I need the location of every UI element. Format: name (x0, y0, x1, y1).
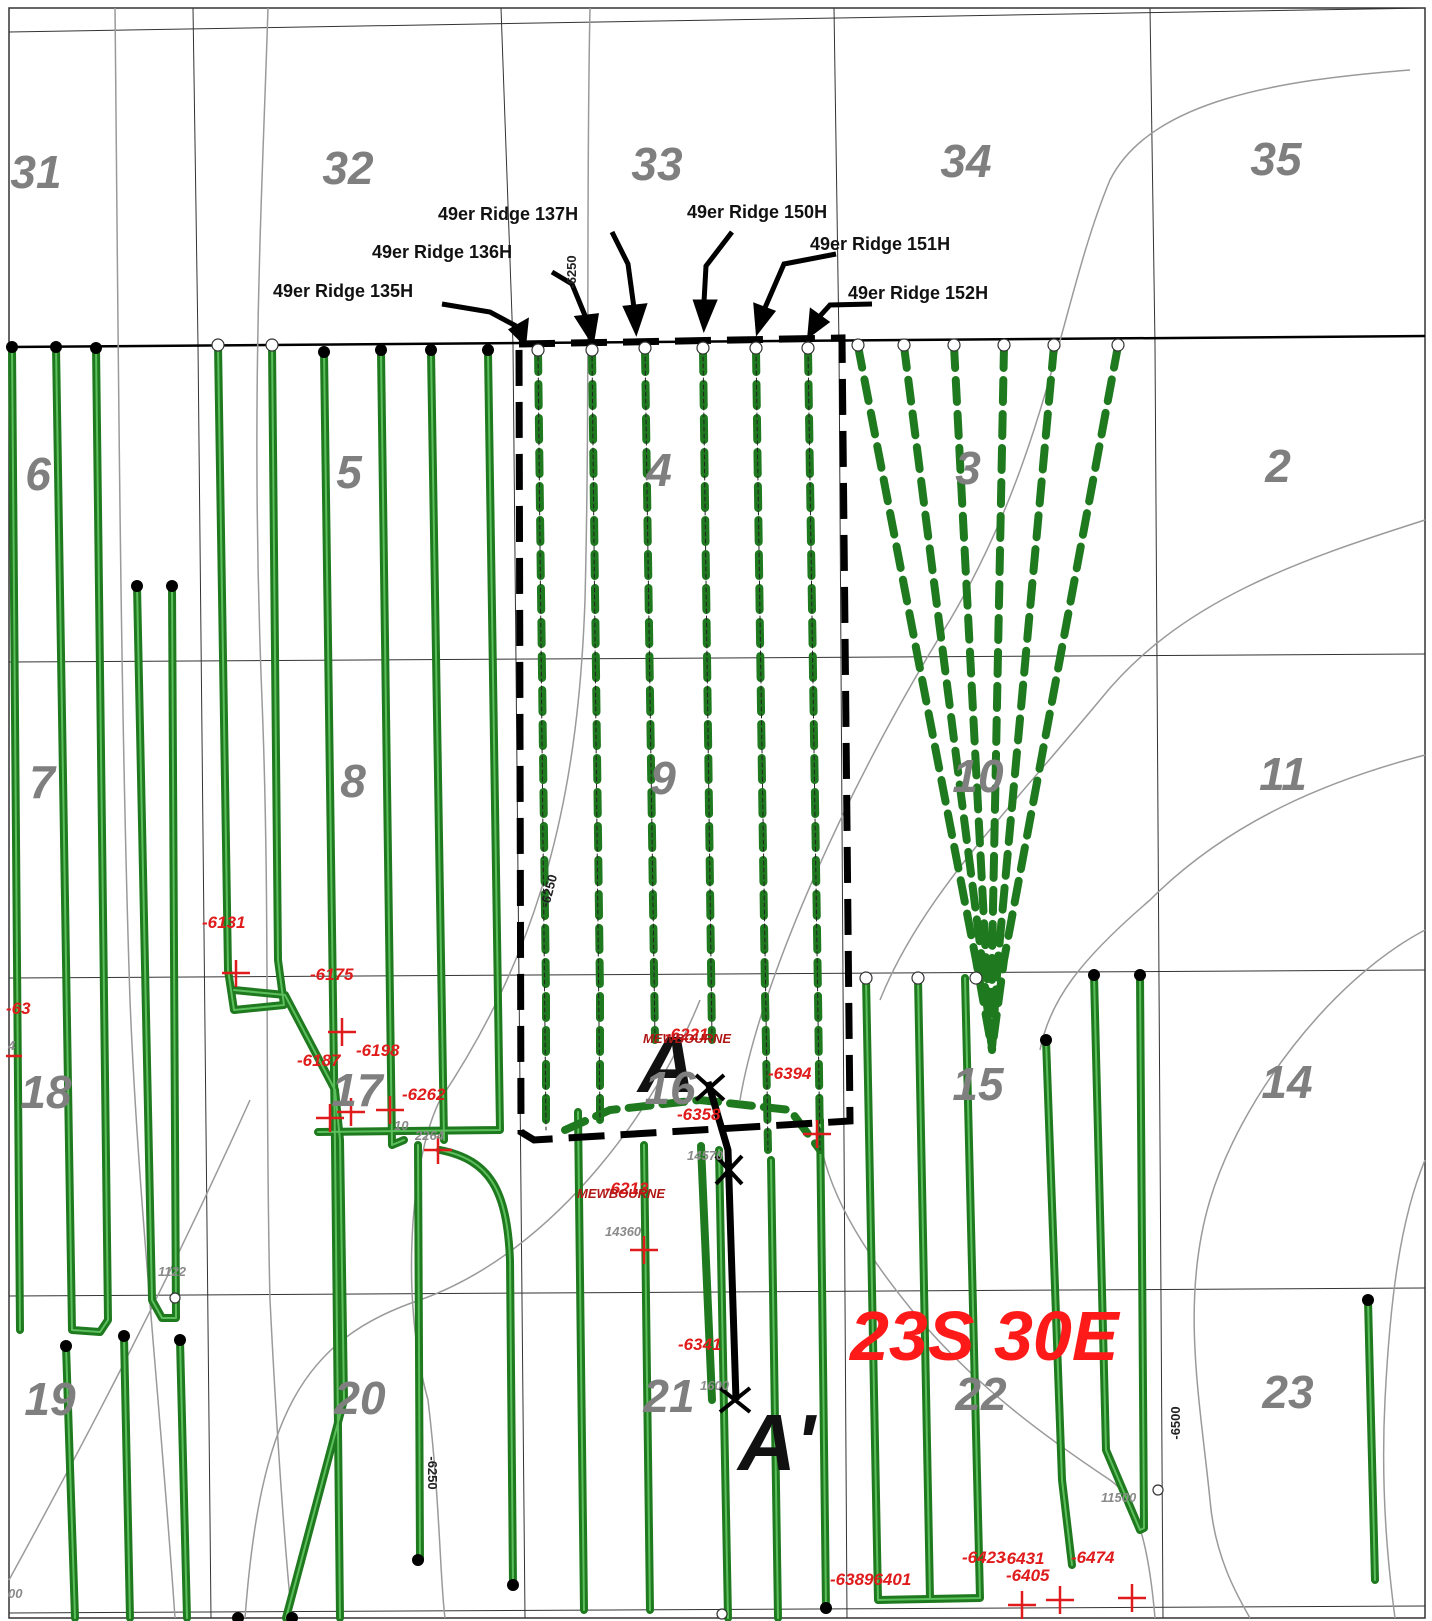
section-number: 2 (1264, 440, 1291, 492)
section-number: 4 (645, 444, 672, 496)
section-number: 22 (954, 1368, 1007, 1420)
section-number: 35 (1250, 133, 1303, 185)
section-number: 34 (940, 135, 991, 187)
operator-labels: MEWBOURNE MEWBOURNE (577, 1031, 731, 1201)
tvd-value-label: -6187 (297, 1051, 342, 1070)
well-name-label: 49er Ridge 150H (687, 202, 827, 222)
cross-section-end-label: A' (736, 1398, 818, 1487)
section-number: 20 (333, 1372, 386, 1424)
section-number: 32 (322, 142, 374, 194)
cross-section-line (694, 1073, 752, 1414)
depth-label: 00 (8, 1586, 23, 1601)
depth-labels: 2264 10 14360 14570 1122 1600 11500 00 4 (7, 1038, 1137, 1601)
tvd-value-label: -6221 (665, 1025, 708, 1044)
depth-label: 1600 (700, 1378, 730, 1393)
well-name-labels: 49er Ridge 137H 49er Ridge 150H 49er Ridge… (273, 202, 988, 303)
well-core (11, 344, 1376, 1619)
cross-section-start-label: A (636, 1020, 696, 1109)
depth-label: 1122 (158, 1264, 187, 1279)
section-number: 8 (340, 755, 366, 807)
section-number: 19 (24, 1373, 76, 1425)
proposed-wells (534, 342, 1122, 1154)
tvd-value-label: -63 (6, 999, 31, 1018)
contour-value-label: -6250 (425, 1456, 440, 1489)
section-number: 23 (1261, 1366, 1314, 1418)
tvd-value-label: -6131 (202, 913, 245, 932)
section-number: 31 (10, 146, 61, 198)
depth-label: 4 (7, 1038, 16, 1053)
tvd-value-label: -6358 (677, 1105, 721, 1124)
section-number: 6 (25, 448, 51, 500)
section-number: 11 (1259, 748, 1307, 800)
tvd-value-label: -6474 (1071, 1548, 1115, 1567)
section-number: 9 (650, 752, 676, 804)
label-arrows (441, 230, 873, 348)
well-symbols (6, 338, 1374, 1621)
depth-label: 10 (394, 1118, 409, 1133)
tvd-value-label: -6431 (1001, 1549, 1044, 1568)
depth-label: 14360 (605, 1224, 642, 1239)
tvd-value-label: -6405 (1006, 1566, 1050, 1585)
section-number: 10 (952, 750, 1004, 802)
tvd-value-label: -6341 (678, 1335, 721, 1354)
township-boundary (8, 334, 1426, 349)
tvd-value-label: -6262 (402, 1085, 446, 1104)
section-number: 3 (955, 442, 981, 494)
depth-label: 14570 (687, 1148, 724, 1163)
well-name-label: 49er Ridge 135H (273, 281, 413, 301)
section-number: 15 (952, 1058, 1005, 1110)
tvd-value-label: -6394 (768, 1064, 812, 1083)
well-name-label: 49er Ridge 137H (438, 204, 578, 224)
tvd-value-label: -63896401 (830, 1570, 911, 1589)
section-number: 21 (642, 1370, 694, 1422)
existing-wells (8, 341, 1379, 1621)
tvd-value-label: -6213 (605, 1179, 649, 1198)
section-number: 16 (644, 1062, 696, 1114)
tvd-value-label: -6423 (962, 1548, 1006, 1567)
well-name-label: 49er Ridge 151H (810, 234, 950, 254)
project-boundary (515, 334, 854, 1144)
depth-label: 2264 (414, 1128, 445, 1143)
section-number: 5 (336, 446, 363, 498)
operator-label: MEWBOURNE (577, 1186, 665, 1201)
section-number: 33 (631, 138, 683, 190)
tvd-labels: -6131 -6175 -6198 -6187 -6262 -6221 -6394 -6358… (6, 913, 1115, 1589)
section-number: 17 (331, 1064, 385, 1116)
depth-label: 11500 (1101, 1490, 1137, 1505)
map-frame (8, 7, 1426, 1619)
tvd-value-label: -6175 (310, 965, 354, 984)
operator-label: MEWBOURNE (643, 1031, 731, 1046)
section-number: 18 (20, 1066, 72, 1118)
well-name-label: 49er Ridge 136H (372, 242, 512, 262)
township-label: 23S 30E (848, 1297, 1121, 1375)
tvd-value-label: -6198 (356, 1041, 400, 1060)
vertical-well-crosses (6, 960, 1146, 1619)
well-name-label: 49er Ridge 152H (848, 283, 988, 303)
section-number: 7 (29, 756, 57, 808)
contour-value-label: -6250 (564, 255, 579, 288)
section-number: 14 (1261, 1056, 1312, 1108)
contour-value-label: -6500 (1168, 1406, 1183, 1439)
